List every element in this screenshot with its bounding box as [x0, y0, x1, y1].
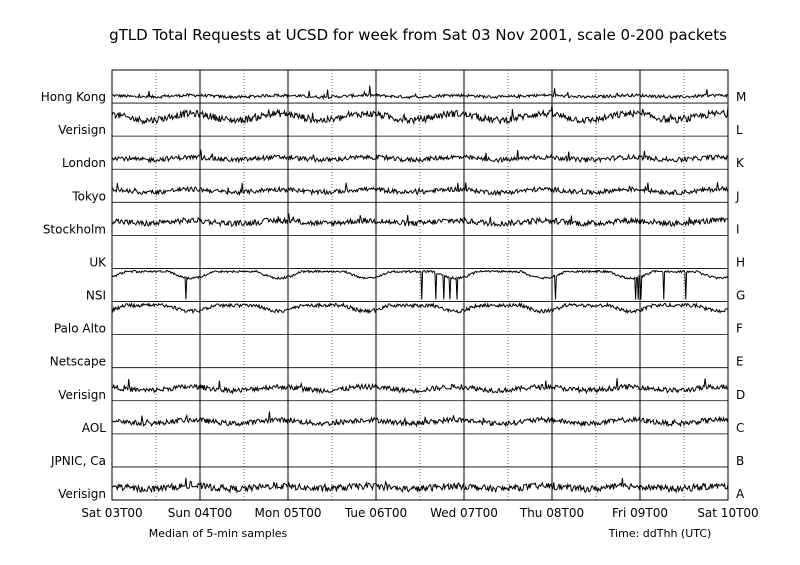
- series-trace: [111, 149, 729, 164]
- row-label-letter: J: [735, 189, 740, 203]
- row-label-letter: M: [736, 90, 746, 104]
- row-label-name: Verisign: [58, 123, 106, 137]
- row-label-name: NSI: [86, 289, 106, 303]
- x-tick-label: Sat 03T00: [81, 506, 142, 520]
- row-label-name: AOL: [82, 421, 106, 435]
- row-label-letter: I: [736, 222, 740, 236]
- series-trace: [111, 85, 729, 100]
- series-layer: [111, 85, 729, 494]
- row-label-letter: F: [736, 322, 743, 336]
- row-label-name: Netscape: [50, 355, 106, 369]
- x-axis-title: Time: ddThh (UTC): [608, 527, 712, 540]
- x-tick-label: Thu 08T00: [519, 506, 584, 520]
- x-tick-label: Fri 09T00: [612, 506, 668, 520]
- row-label-name: Verisign: [58, 388, 106, 402]
- row-label-letter: G: [736, 289, 745, 303]
- series-trace: [111, 378, 729, 395]
- row-label-letter: H: [736, 255, 745, 269]
- row-label-letter: L: [736, 123, 743, 137]
- x-tick-label: Sat 10T00: [697, 506, 758, 520]
- grid-layer: [112, 70, 728, 500]
- row-label-letter: K: [736, 156, 745, 170]
- series-trace: [111, 411, 729, 428]
- row-label-letter: E: [736, 355, 744, 369]
- row-label-letter: A: [736, 487, 745, 501]
- series-trace: [111, 301, 729, 315]
- row-label-name: Stockholm: [43, 222, 106, 236]
- series-trace: [111, 213, 729, 228]
- x-tick-label: Sun 04T00: [168, 506, 233, 520]
- label-layer: Hong Kong M Verisign L London K Tokyo J Stockhol…: [41, 90, 759, 520]
- row-label-letter: D: [736, 388, 745, 402]
- row-label-name: Palo Alto: [54, 322, 106, 336]
- row-label-letter: C: [736, 421, 744, 435]
- row-label-name: Hong Kong: [41, 90, 106, 104]
- series-trace: [111, 477, 729, 494]
- plot-frame: [111, 69, 729, 501]
- x-tick-label: Tue 06T00: [344, 506, 407, 520]
- series-trace: [111, 269, 729, 300]
- row-label-name: JPNIC, Ca: [50, 454, 106, 468]
- x-tick-label: Wed 07T00: [430, 506, 498, 520]
- row-label-name: Tokyo: [71, 189, 106, 203]
- x-note: Median of 5-min samples: [149, 527, 288, 540]
- series-trace: [111, 105, 729, 126]
- series-trace: [111, 182, 729, 197]
- row-label-name: Verisign: [58, 487, 106, 501]
- x-tick-label: Mon 05T00: [255, 506, 322, 520]
- row-label-name: UK: [89, 255, 107, 269]
- row-label-name: London: [62, 156, 106, 170]
- chart-title: gTLD Total Requests at UCSD for week fro…: [109, 26, 727, 44]
- row-label-letter: B: [736, 454, 744, 468]
